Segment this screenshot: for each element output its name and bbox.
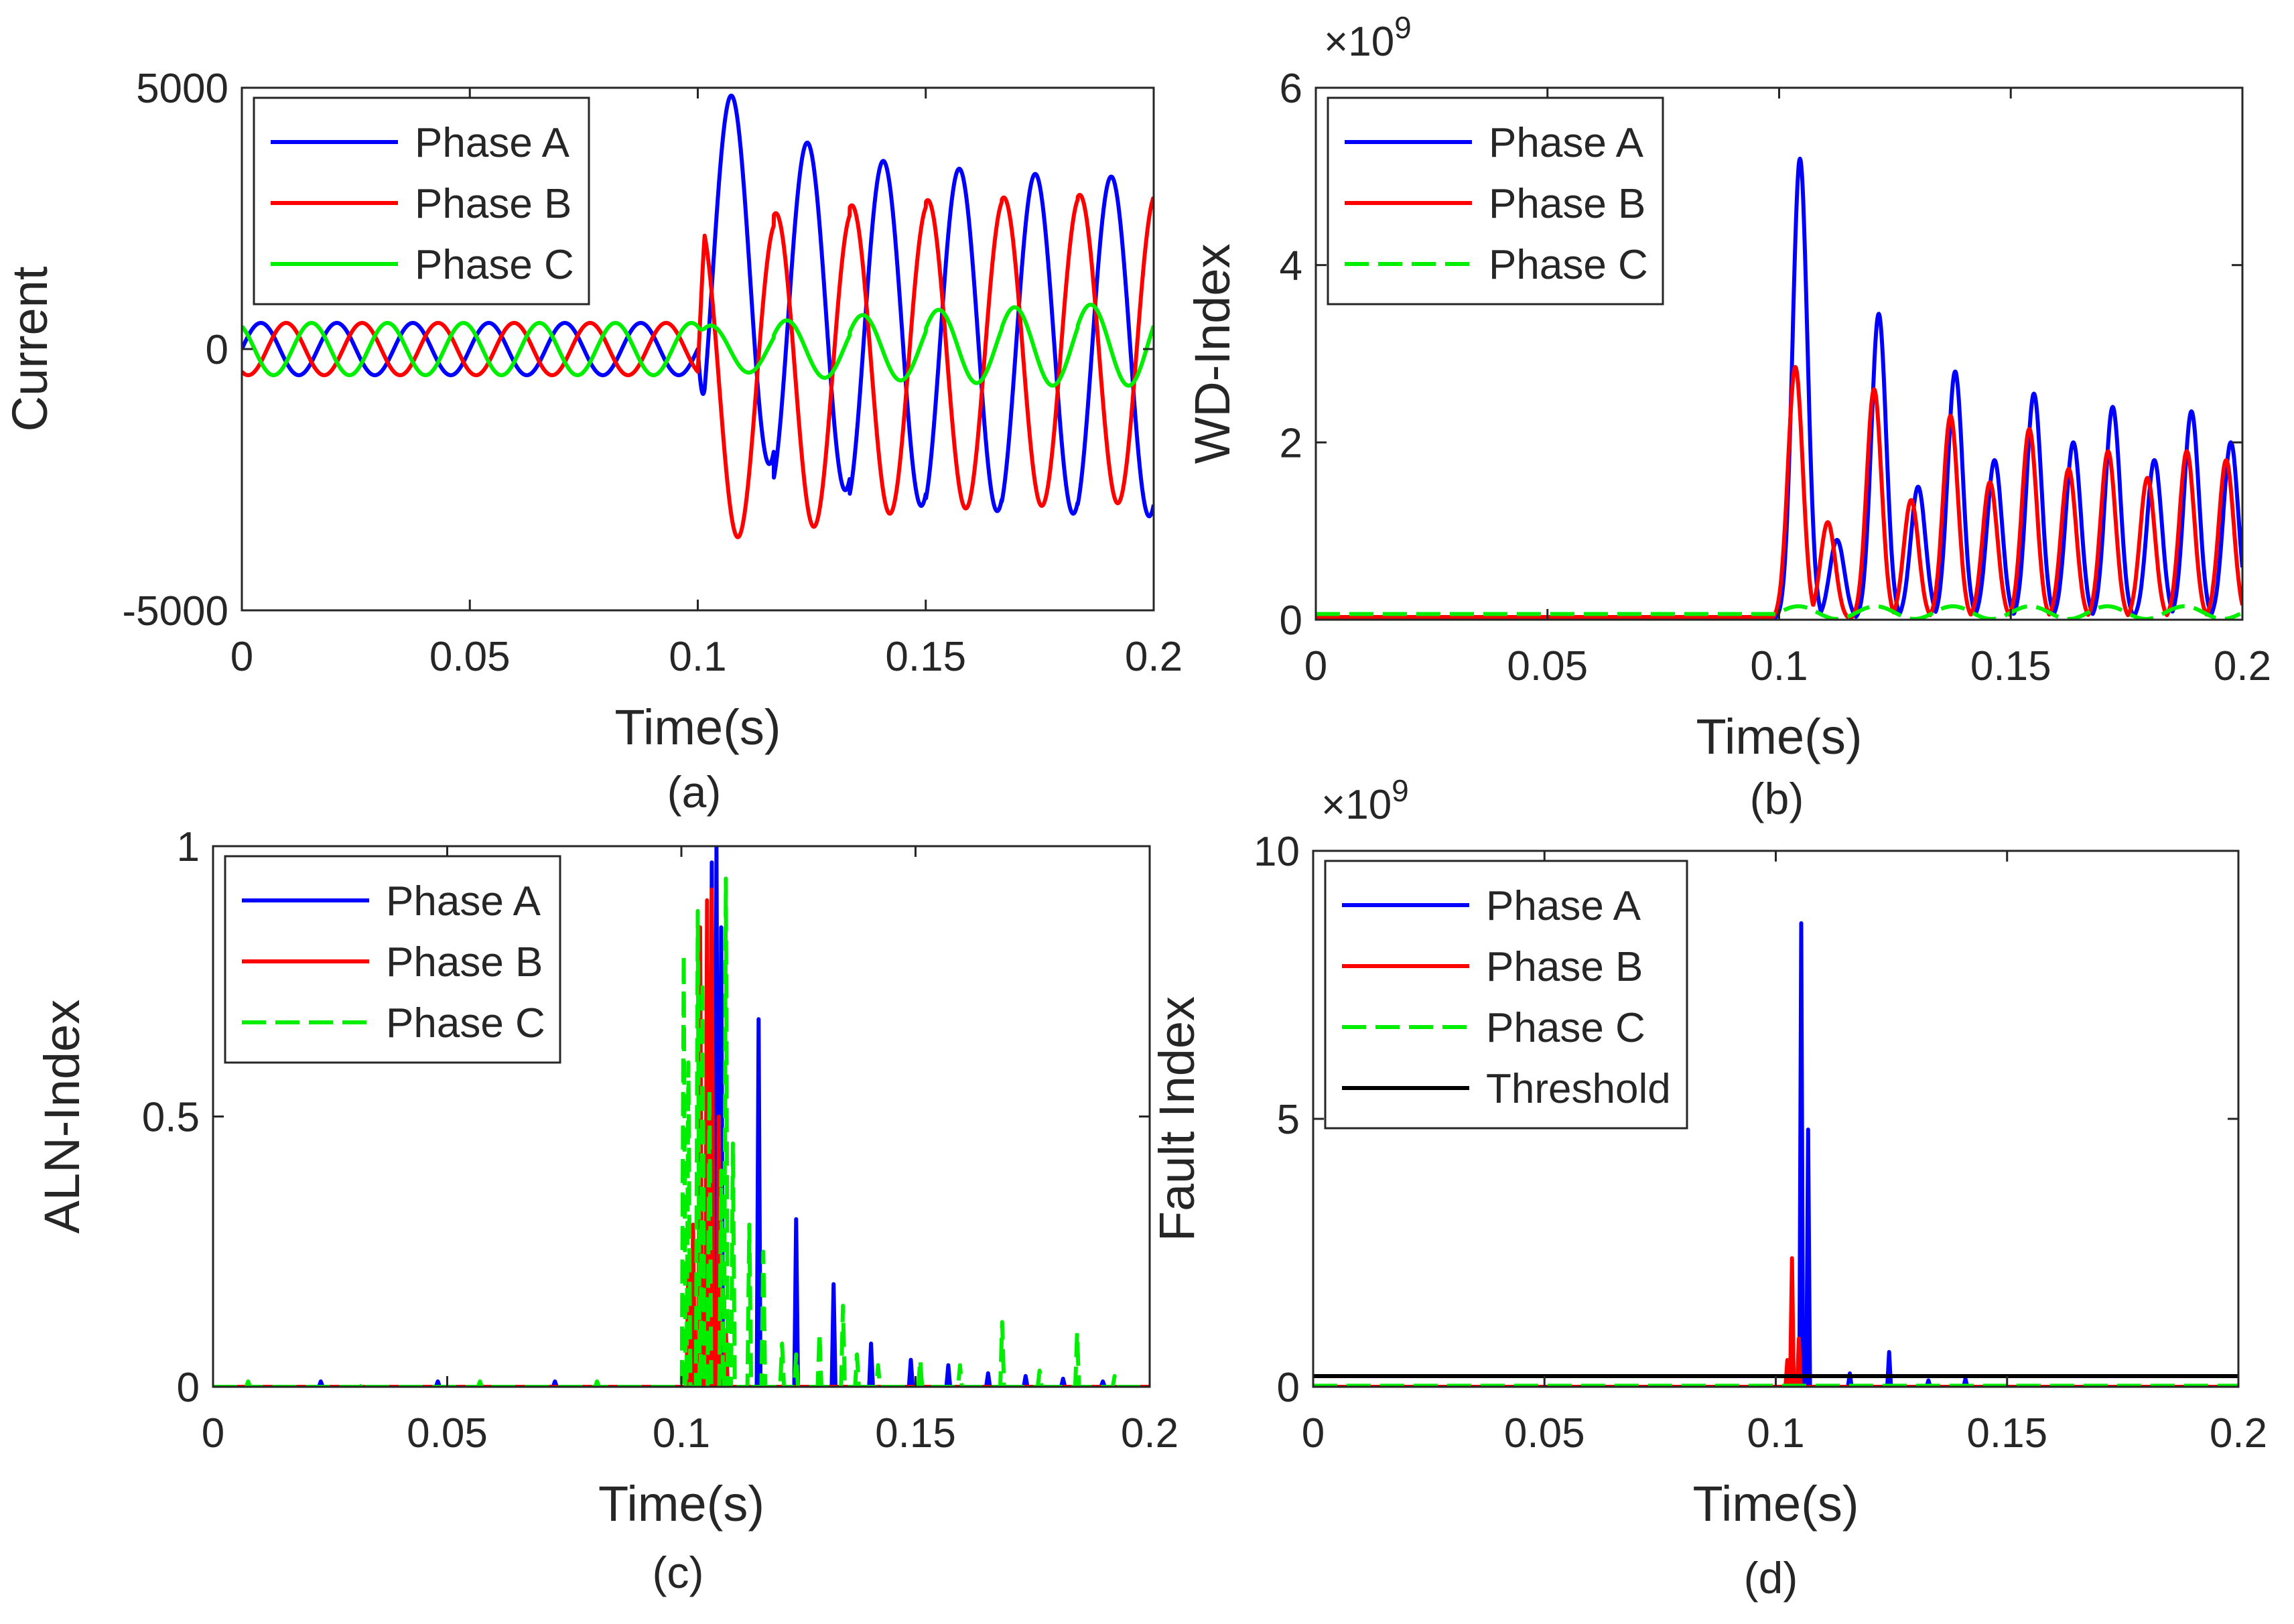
legend-label: Phase C [1489,242,1648,288]
series-phase-b [213,887,1150,1387]
y-exponent-label: ×109 [1324,10,1412,65]
x-tick-label: 0 [230,634,253,680]
x-tick-label: 0.15 [875,1410,956,1457]
y-tick-label: 5 [1277,1097,1300,1143]
legend: Phase A Phase B Phase C [224,855,561,1064]
panel-b: 0 0.05 0.1 0.15 0.20246×109Time(s)WD-Index(b… [1185,10,2271,823]
x-tick-label: 0 [1302,1410,1325,1457]
y-tick-label: 1 [177,824,200,870]
exponent-base: ×10 [1324,19,1394,65]
panel-caption: (a) [667,767,722,817]
x-tick-label: 0.15 [1966,1410,2047,1457]
x-tick-label: 0.15 [1970,643,2051,689]
legend: Phase A Phase B Phase C Threshold [1324,860,1688,1130]
x-tick-label: 0.2 [2210,1410,2267,1457]
series-phase-c [242,302,1154,388]
y-tick-label: 4 [1280,243,1302,289]
y-tick-label: 6 [1280,66,1302,112]
x-tick-label: 0.1 [669,634,726,680]
panel-caption: (b) [1750,774,1804,823]
legend-label: Phase B [1489,181,1645,227]
y-tick-label: 2 [1280,420,1302,466]
legend: Phase A Phase B Phase C [1327,96,1664,306]
x-tick-label: 0.05 [1504,1410,1585,1457]
exponent-power: 9 [1392,773,1409,808]
x-tick-label: 0.1 [653,1410,710,1457]
x-axis-label: Time(s) [598,1476,764,1532]
y-tick-label: 0 [206,327,228,373]
exponent-power: 9 [1394,10,1412,45]
y-tick-label: 0 [1280,598,1302,644]
y-axis-label: Fault Index [1149,996,1205,1241]
x-tick-label: 0.2 [2214,643,2271,689]
x-tick-label: 0.05 [1507,643,1588,689]
y-tick-label: 5000 [136,66,228,112]
legend: Phase A Phase B Phase C [253,96,590,306]
panel-a: 0 0.05 0.1 0.15 0.2-500005000Time(s)Current(… [2,66,1183,817]
y-tick-label: -5000 [122,588,228,634]
x-tick-label: 0.05 [429,634,511,680]
legend-label: Phase B [415,181,571,227]
y-tick-label: 0.5 [142,1095,200,1141]
x-tick-label: 0.05 [407,1410,488,1457]
series-phase-b [1316,364,2242,619]
x-axis-label: Time(s) [615,699,781,755]
x-tick-label: 0.2 [1125,634,1183,680]
series-group [242,93,1154,539]
legend-label: Phase C [415,242,574,288]
x-tick-label: 0 [1304,643,1327,689]
y-tick-label: 0 [1277,1365,1300,1411]
y-axis-label: WD-Index [1185,244,1240,464]
legend-label: Threshold [1486,1066,1671,1112]
x-axis-label: Time(s) [1693,1476,1859,1532]
legend-label: Phase A [1486,883,1641,929]
x-tick-label: 0 [202,1410,224,1457]
legend-label: Phase B [386,939,543,986]
panel-d: 0 0.05 0.1 0.15 0.2 0 5 10 ×109 Time(s) Fault Inde… [1149,773,2267,1603]
x-tick-label: 0.1 [1750,643,1808,689]
y-tick-label: 10 [1254,829,1300,875]
y-axis-label: ALN-Index [34,1000,90,1234]
x-tick-label: 0.15 [885,634,966,680]
series-phase-c [1316,604,2241,620]
x-tick-label: 0.2 [1121,1410,1178,1457]
panel-caption: (d) [1744,1553,1798,1603]
legend-label: Phase A [415,120,570,166]
legend-label: Phase C [1486,1005,1645,1051]
y-tick-label: 0 [177,1365,200,1411]
x-tick-label: 0.1 [1747,1410,1804,1457]
exponent-base: ×10 [1321,782,1392,828]
series-group [213,846,1150,1387]
legend-label: Phase A [1489,120,1644,166]
y-axis-label: Current [2,266,58,431]
panel-c: 0 0.05 0.1 0.15 0.2 0 0.5 1 Time(s) ALN-Index (c) P… [34,824,1178,1597]
series-phase-b [1313,1256,2238,1387]
series-phase-c [213,876,1150,1387]
y-exponent-label: ×109 [1321,773,1409,828]
legend-label: Phase A [386,878,541,925]
legend-label: Phase C [386,1000,545,1046]
legend-label: Phase B [1486,944,1643,990]
x-axis-label: Time(s) [1696,709,1863,764]
series-phase-a [213,846,1150,1387]
panel-caption: (c) [653,1548,704,1597]
series-phase-b [242,192,1154,539]
